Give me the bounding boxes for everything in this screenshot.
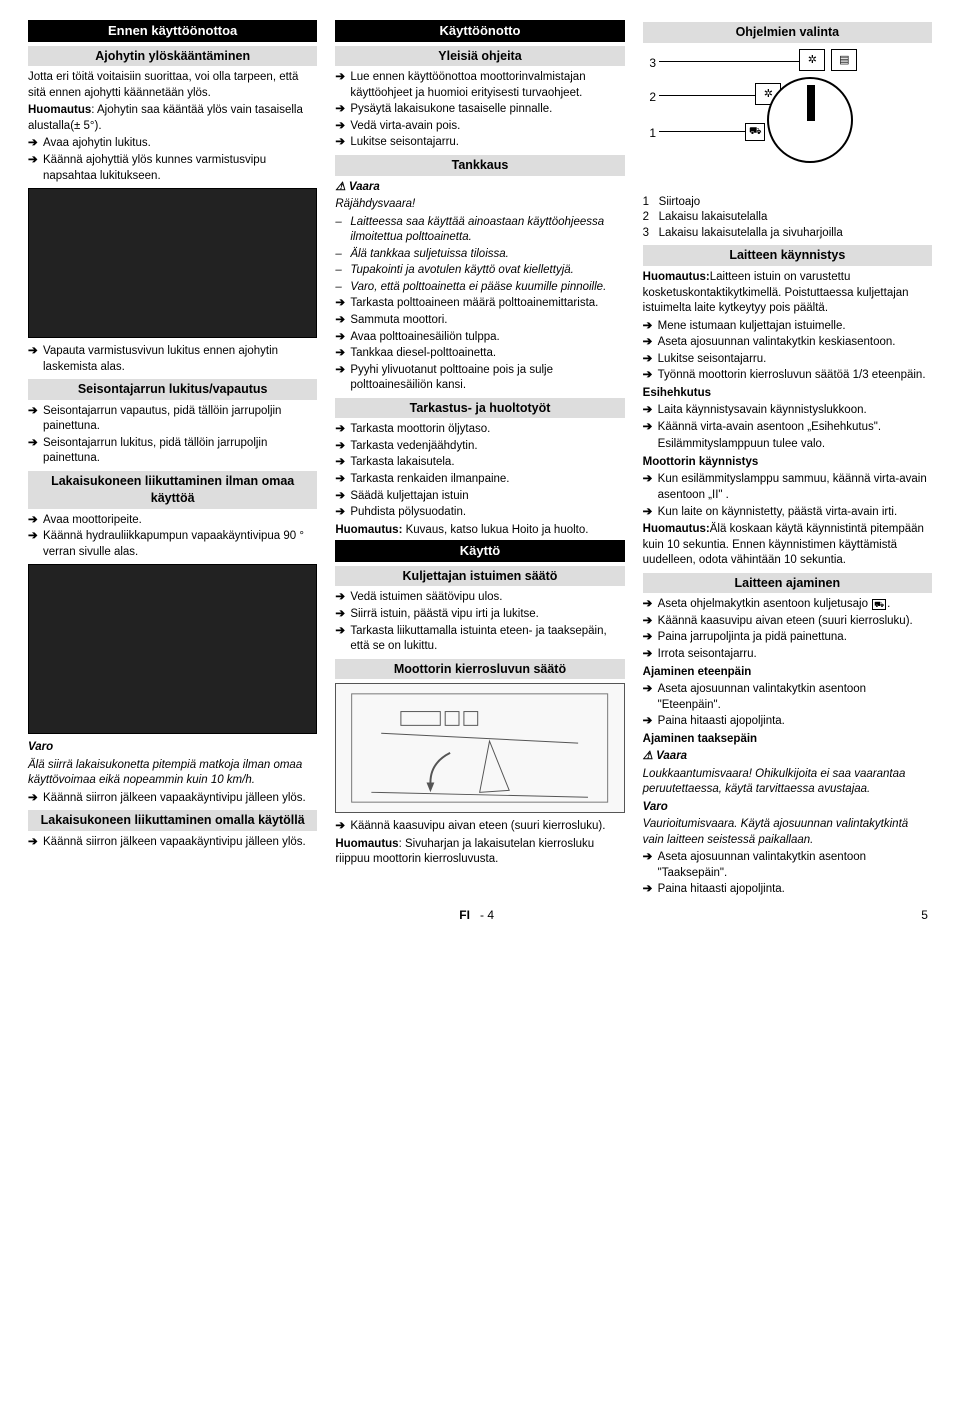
heading-start-device: Laitteen käynnistys [643,245,932,266]
image-safety-lever [28,188,317,338]
para-speed-limit: Älä siirrä lakaisukonetta pitempiä matko… [28,758,317,789]
step-wipe-close: ➔Pyyhi ylivuotanut polttoaine pois ja su… [335,363,624,394]
step-check-tyres: ➔Tarkasta renkaiden ilmanpaine. [335,472,624,488]
para-explosion: Räjähdysvaara! [335,197,624,213]
step-check-roller: ➔Tarkasta lakaisutela. [335,455,624,471]
step-pull-seat-lever: ➔Vedä istuimen säätövipu ulos. [335,590,624,606]
column-1: Ennen käyttöönottoa Ajohytin ylöskääntäm… [28,18,317,899]
step-lock-brake-2: ➔Lukitse seisontajarru. [643,352,932,368]
subhead-reverse: Ajaminen taaksepäin [643,732,932,748]
step-press-brake: ➔Paina jarrupoljinta ja pidä painettuna. [643,630,932,646]
para-injury-risk: Loukkaantumisvaara! Ohikulkijoita ei saa… [643,767,932,798]
heading-driving: Laitteen ajaminen [643,573,932,594]
step-throttle-forward-1: ➔Käännä kaasuvipu aivan eteen (suuri kie… [335,819,624,835]
step-program-transport: ➔Aseta ohjelmakytkin asentoon kuljetusaj… [643,597,932,613]
step-switch-center: ➔Aseta ajosuunnan valintakytkin keskiase… [643,335,932,351]
para-damage-risk: Vaurioitumisvaara. Käytä ajosuunnan vali… [643,817,932,848]
para-seat-switch: Huomautus:Laitteen istuin on varustettu … [643,270,932,317]
subhead-forward: Ajaminen eteenpäin [643,665,932,681]
step-release-key: ➔Kun laite on käynnistetty, päästä virta… [643,505,932,521]
step-open-cap: ➔Avaa polttoainesäiliön tulppa. [335,330,624,346]
step-brake-lock: ➔Seisontajarrun lukitus, pidä tällöin ja… [28,436,317,467]
step-release-lock: ➔Vapauta varmistusvivun lukitus ennen aj… [28,344,317,375]
step-stop-engine: ➔Sammuta moottori. [335,313,624,329]
warn-smoking: –Tupakointi ja avotulen käyttö ovat kiel… [335,263,624,279]
program-icon-3b: ▤ [831,49,857,71]
program-icon-1: ⛟ [745,123,765,141]
step-brake-release: ➔Seisontajarrun vapautus, pidä tällöin j… [28,404,317,435]
heading-general: Yleisiä ohjeita [335,46,624,67]
heading-fueling: Tankkaus [335,155,624,176]
step-switch-reverse: ➔Aseta ajosuunnan valintakytkin asentoon… [643,850,932,881]
heading-cab-tilt: Ajohytin ylöskääntäminen [28,46,317,67]
step-throttle-forward-2: ➔Käännä kaasuvipu aivan eteen (suuri kie… [643,614,932,630]
step-move-seat: ➔Siirrä istuin, päästä vipu irti ja luki… [335,607,624,623]
para-brush-rpm: Huomautus: Sivuharjan ja lakaisutelan ki… [335,837,624,868]
para-starter-limit: Huomautus:Älä koskaan käytä käynnistintä… [643,522,932,569]
heading-inspection: Tarkastus- ja huoltotyöt [335,398,624,419]
step-tilt-cab: ➔Käännä ajohyttiä ylös kunnes varmistusv… [28,153,317,184]
step-freewheel-up-1: ➔Käännä siirron jälkeen vapaakäyntivipu … [28,791,317,807]
step-check-radiator: ➔Tarkasta vedenjäähdytin. [335,439,624,455]
step-level-surface: ➔Pysäytä lakaisukone tasaiselle pinnalle… [335,102,624,118]
label-caution-1: Varo [28,740,317,756]
step-key-preheat: ➔Käännä virta-avain asentoon „Esihehkutu… [643,420,932,436]
step-release-brake: ➔Irrota seisontajarru. [643,647,932,663]
program-legend: 1Siirtoajo 2Lakaisu lakaisutelalla 3Laka… [643,195,932,242]
warn-hot-surface: –Varo, että polttoainetta ei pääse kuumi… [335,280,624,296]
step-freewheel-down: ➔Käännä hydrauliikkapumpun vapaakäyntivi… [28,529,317,560]
step-check-oil: ➔Tarkasta moottorin öljytaso. [335,422,624,438]
step-read-manual: ➔Lue ennen käyttöönottoa moottorinvalmis… [335,70,624,101]
step-insert-key: ➔Laita käynnistysavain käynnistyslukkoon… [643,403,932,419]
step-clean-filter: ➔Puhdista pölysuodatin. [335,505,624,521]
label-danger-reverse: Vaara [643,749,932,765]
page-footer: FI - 4 5 [28,907,932,923]
label-caution-reverse: Varo [643,800,932,816]
warn-enclosed: –Älä tankkaa suljetuissa tiloissa. [335,247,624,263]
step-open-hood: ➔Avaa moottoripeite. [28,513,317,529]
step-switch-forward: ➔Aseta ajosuunnan valintakytkin asentoon… [643,682,932,713]
image-throttle-lever [335,683,624,813]
step-remove-key: ➔Vedä virta-avain pois. [335,119,624,135]
step-open-lock: ➔Avaa ajohytin lukitus. [28,136,317,152]
heading-move-with-drive: Lakaisukoneen liikuttaminen omalla käytö… [28,810,317,831]
step-freewheel-up-2: ➔Käännä siirron jälkeen vapaakäyntivipu … [28,835,317,851]
step-fill-diesel: ➔Tankkaa diesel-polttoainetta. [335,346,624,362]
para-cab-intro: Jotta eri töitä voitaisiin suorittaa, vo… [28,70,317,101]
subhead-engine-start: Moottorin käynnistys [643,455,932,471]
heading-commissioning: Käyttöönotto [335,20,624,42]
heading-program-select: Ohjelmien valinta [643,22,932,43]
para-see-maint: Huomautus: Kuvaus, katso lukua Hoito ja … [335,523,624,539]
program-icon-3a: ✲ [799,49,825,71]
heading-move-no-drive: Lakaisukoneen liikuttaminen ilman omaa k… [28,471,317,509]
warn-fuel-type: –Laitteessa saa käyttää ainoastaan käytt… [335,215,624,246]
heading-before-use: Ennen käyttöönottoa [28,20,317,42]
heading-rpm-adjust: Moottorin kierrosluvun säätö [335,659,624,680]
heading-operation: Käyttö [335,540,624,562]
step-key-ii: ➔Kun esilämmityslamppu sammuu, käännä vi… [643,472,932,503]
label-danger-fuel: Vaara [335,180,624,196]
subhead-preheat: Esihehkutus [643,386,932,402]
step-lock-brake-1: ➔Lukitse seisontajarru. [335,135,624,151]
step-pedal-forward: ➔Paina hitaasti ajopoljinta. [643,714,932,730]
image-freewheel-lever [28,564,317,734]
column-2: Käyttöönotto Yleisiä ohjeita ➔Lue ennen … [335,18,624,899]
step-throttle-third: ➔Työnnä moottorin kierrosluvun säätöä 1/… [643,368,932,384]
heading-parking-brake: Seisontajarrun lukitus/vapautus [28,379,317,400]
step-check-fuel: ➔Tarkasta polttoaineen määrä polttoainem… [335,296,624,312]
diagram-program-dial: 3 2 1 ✲ ▤ ✲ ⛟ [647,47,927,187]
column-3: Ohjelmien valinta 3 2 1 ✲ ▤ ✲ ⛟ 1Siirtoa… [643,18,932,899]
para-preheat-lamp: Esilämmityslamppuun tulee valo. [658,437,932,453]
step-pedal-reverse: ➔Paina hitaasti ajopoljinta. [643,882,932,898]
dial-knob [767,77,853,163]
step-sit: ➔Mene istumaan kuljettajan istuimelle. [643,319,932,335]
step-verify-lock: ➔Tarkasta liikuttamalla istuinta eteen- … [335,624,624,655]
para-note-level: Huomautus: Ajohytin saa kääntää ylös vai… [28,103,317,134]
heading-seat-adjust: Kuljettajan istuimen säätö [335,566,624,587]
transport-icon: ⛟ [872,599,886,610]
step-adjust-seat: ➔Säädä kuljettajan istuin [335,489,624,505]
